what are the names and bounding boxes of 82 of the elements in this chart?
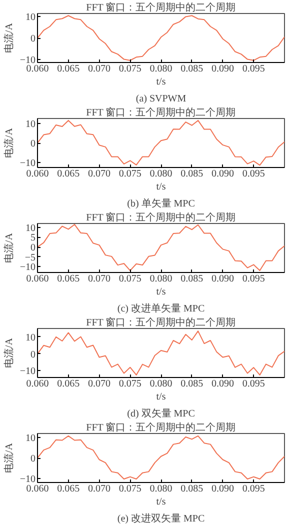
x-tick-label: 0.085 (180, 64, 204, 74)
y-tick-label: 5 (30, 232, 36, 244)
x-tick-label: 0.095 (242, 168, 265, 180)
y-tick-label: −10 (20, 474, 36, 485)
y-tick-label: 10 (26, 332, 36, 344)
chart-title: FFT 窗口：五个周期中的二个周期 (86, 212, 236, 224)
x-tick-label: 0.085 (180, 168, 204, 180)
y-tick-label: 0 (30, 242, 36, 254)
x-tick-label: 0.085 (180, 274, 204, 284)
x-tick-label: 0.090 (212, 168, 234, 180)
y-tick-label: −10 (20, 262, 36, 274)
x-tick-label: 0.075 (118, 378, 142, 390)
x-tick-label: 0.060 (26, 274, 49, 284)
x-tick-label: 0.065 (57, 274, 80, 284)
y-tick-label: 0 (30, 138, 36, 150)
line-series (38, 330, 284, 376)
x-axis-title: t/s (156, 496, 166, 508)
x-axis-title: t/s (156, 76, 166, 88)
x-tick-label: 0.070 (88, 64, 110, 74)
x-tick-label: 0.090 (212, 484, 234, 494)
y-axis-title: 电流/A (2, 127, 15, 158)
y-tick-label: −10 (20, 158, 36, 170)
x-tick-label: 0.060 (26, 378, 49, 390)
x-tick-label: 0.070 (88, 168, 110, 180)
x-tick-label: 0.060 (26, 64, 49, 74)
y-axis-title: 电流/A (2, 337, 15, 368)
y-tick-label: 0 (30, 454, 36, 464)
x-tick-label: 0.065 (57, 168, 80, 180)
text: (d) 双矢量 MPC (127, 408, 196, 420)
x-axis-title: t/s (156, 392, 166, 402)
x-tick-label: 0.090 (212, 274, 234, 284)
text: (c) 改进单矢量 MPC (117, 302, 205, 314)
x-tick-label: 0.080 (150, 168, 172, 180)
x-tick-label: 0.065 (57, 64, 80, 74)
chart-title: FFT 窗口：五个周期中的二个周期 (86, 316, 236, 328)
x-axis-title: t/s (156, 286, 166, 298)
x-tick-label: 0.090 (212, 378, 234, 390)
y-tick-label: 10 (26, 433, 36, 444)
x-tick-label: 0.075 (118, 64, 142, 74)
line-series (38, 224, 284, 272)
x-tick-label: 0.080 (150, 484, 172, 494)
y-tick-label: −5 (24, 252, 36, 264)
text: (e) 改进双矢量 MPC (117, 512, 205, 524)
x-axis-title: t/s (156, 182, 166, 192)
x-tick-label: 0.075 (118, 274, 142, 284)
y-tick-label: 0 (30, 349, 36, 360)
y-tick-label: 0 (30, 34, 36, 44)
x-tick-label: 0.075 (118, 168, 142, 180)
x-tick-label: 0.070 (88, 274, 110, 284)
y-tick-label: −10 (20, 366, 36, 378)
x-tick-label: 0.090 (212, 64, 234, 74)
x-tick-label: 0.095 (242, 378, 265, 390)
x-tick-label: 0.065 (57, 378, 80, 390)
x-tick-label: 0.095 (242, 64, 265, 74)
x-tick-label: 0.060 (26, 168, 49, 180)
chart-title: FFT 窗口：五个周期中的二个周期 (86, 2, 236, 14)
chart-title: FFT 窗口：五个周期中的二个周期 (86, 422, 236, 434)
x-tick-label: 0.080 (150, 274, 172, 284)
chart-title: FFT 窗口：五个周期中的二个周期 (86, 106, 236, 118)
text: (a) SVPWM (136, 94, 186, 104)
y-axis-title: 电流/A (2, 442, 15, 473)
x-tick-label: 0.065 (57, 484, 80, 494)
text: (b) 单矢量 MPC (127, 198, 196, 210)
y-axis-title: 电流/A (2, 22, 15, 53)
x-tick-label: 0.070 (88, 378, 110, 390)
x-tick-label: 0.085 (180, 484, 204, 494)
line-series (38, 120, 284, 166)
y-tick-label: −10 (20, 54, 36, 66)
y-axis-title: 电流/A (2, 232, 15, 263)
x-tick-label: 0.095 (242, 484, 265, 494)
line-series (38, 435, 284, 480)
y-tick-label: 10 (26, 118, 36, 130)
x-tick-label: 0.095 (242, 274, 265, 284)
x-tick-label: 0.075 (118, 484, 142, 494)
y-tick-label: 10 (26, 12, 36, 24)
x-tick-label: 0.080 (150, 378, 172, 390)
line-series (38, 15, 284, 61)
x-tick-label: 0.080 (150, 64, 172, 74)
x-tick-label: 0.060 (26, 484, 49, 494)
x-tick-label: 0.070 (88, 484, 110, 494)
y-tick-label: 10 (26, 222, 36, 234)
x-tick-label: 0.085 (180, 378, 204, 390)
